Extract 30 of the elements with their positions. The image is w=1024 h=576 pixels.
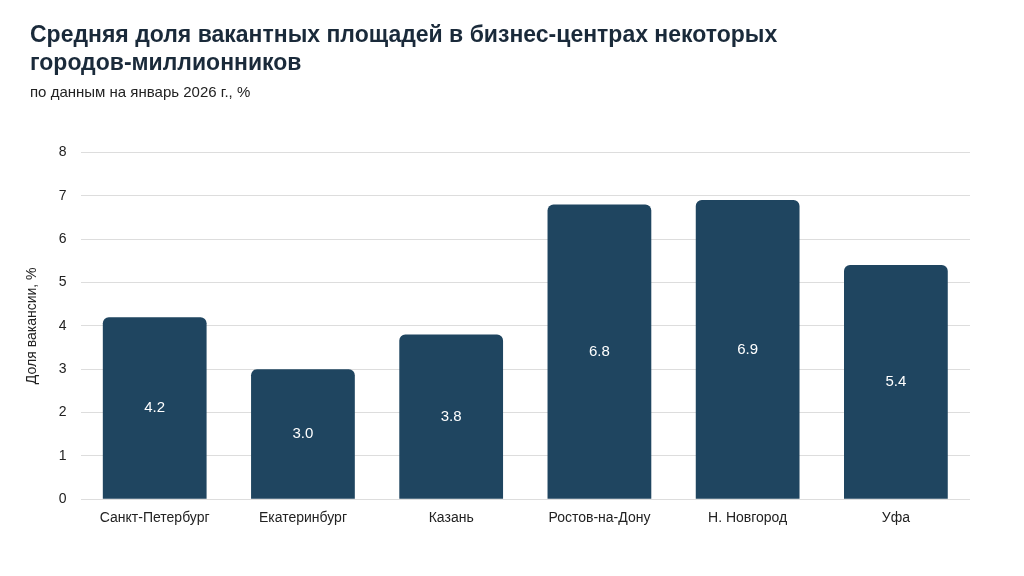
y-axis-title: Доля вакансии, % <box>23 267 40 385</box>
y-tick-label: 3 <box>58 360 67 377</box>
y-tick-label: 5 <box>58 273 67 290</box>
y-tick-label: 4 <box>58 316 67 333</box>
data-label: 6.8 <box>588 341 610 359</box>
x-tick-label: Уфа <box>881 509 911 526</box>
data-label: 3.8 <box>440 406 462 424</box>
bar <box>399 334 504 499</box>
bar <box>102 317 207 499</box>
bar <box>844 265 948 499</box>
x-tick-label: Санкт-Петербург <box>99 509 210 526</box>
data-label: 6.9 <box>737 339 759 357</box>
chart-title: Средняя доля вакантных площадей в бизнес-центрах некоторых городов-миллионников <box>30 20 779 76</box>
bar <box>251 369 355 499</box>
y-tick-label: 8 <box>58 143 67 160</box>
data-label: 3.0 <box>292 424 314 442</box>
x-tick-label: Ростов-на-Дону <box>548 509 651 526</box>
bar <box>547 204 652 499</box>
x-tick-label: Н. Новгород <box>708 509 788 526</box>
chart-subtitle: по данным на январь 2026 г., % <box>30 83 251 100</box>
y-tick-label: 7 <box>58 186 67 203</box>
y-tick-label: 0 <box>58 490 67 507</box>
y-tick-label: 6 <box>58 229 67 246</box>
data-label: 5.4 <box>885 372 907 390</box>
x-tick-label: Казань <box>428 509 474 526</box>
x-tick-label: Екатеринбург <box>258 509 347 526</box>
data-label: 4.2 <box>144 398 166 416</box>
y-tick-label: 2 <box>58 403 67 420</box>
y-tick-label: 1 <box>58 446 67 463</box>
bar <box>695 200 800 499</box>
